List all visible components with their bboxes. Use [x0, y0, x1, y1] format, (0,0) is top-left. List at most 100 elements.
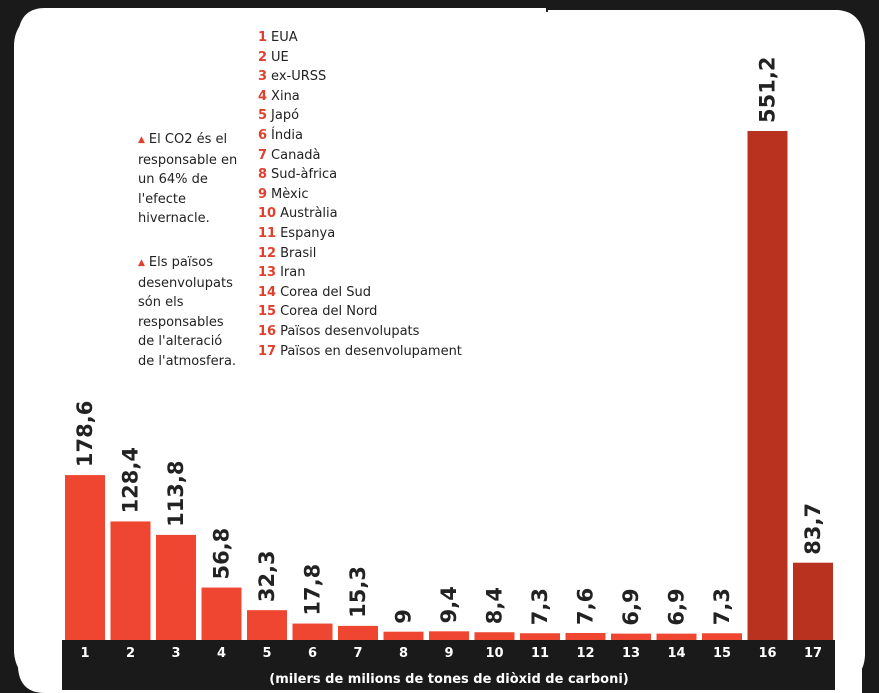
legend-label: Austràlia	[280, 206, 338, 222]
legend-number: 2	[258, 49, 268, 65]
legend-label: Països en desenvolupament	[280, 343, 462, 359]
bar-1	[65, 475, 105, 640]
x-tick-label-8: 8	[399, 646, 408, 661]
x-tick-label-14: 14	[667, 646, 685, 661]
bar-11	[520, 633, 560, 640]
legend-item: 9 Mèxic	[258, 185, 462, 205]
legend-item: 11 Espanya	[258, 224, 462, 244]
bar-8	[383, 631, 424, 640]
x-tick-label-10: 10	[485, 646, 503, 661]
legend-item: 1 EUA	[258, 28, 462, 48]
bar-2	[110, 521, 151, 640]
legend-label: Xina	[271, 88, 300, 104]
legend-number: 11	[258, 225, 277, 241]
legend-number: 10	[258, 206, 277, 222]
legend-label: Canadà	[271, 147, 321, 163]
legend-number: 13	[258, 265, 277, 281]
x-tick-label-4: 4	[217, 646, 226, 661]
legend-item: 10 Austràlia	[258, 204, 462, 224]
x-tick-label-9: 9	[444, 646, 453, 661]
value-label-16: 551,2	[756, 57, 780, 123]
legend-label: Sud-àfrica	[271, 167, 338, 183]
bar-14	[656, 633, 697, 640]
legend-label: Iran	[280, 265, 306, 281]
legend-label: EUA	[271, 30, 298, 45]
value-label-3: 113,8	[164, 460, 188, 526]
legend-label: Brasil	[280, 245, 317, 261]
value-label-5: 32,3	[255, 550, 279, 602]
x-tick-labels-group: 1 2 3 4 5 6 7 8 9 10 11 12 13 14 15 16 17	[80, 646, 822, 661]
legend-item: 13 Iran	[258, 263, 462, 283]
value-label-10: 8,4	[483, 587, 507, 624]
value-label-12: 7,6	[574, 588, 598, 625]
legend-number: 9	[258, 186, 268, 202]
legend-number: 3	[258, 69, 268, 85]
legend-item: 7 Canadà	[258, 146, 462, 166]
legend-item: 17 Països en desenvolupament	[258, 342, 462, 362]
legend-number: 4	[258, 88, 268, 104]
x-tick-label-3: 3	[171, 646, 180, 661]
bar-7	[338, 625, 378, 640]
x-tick-label-6: 6	[308, 646, 317, 661]
legend-label: Japó	[271, 108, 300, 124]
legend-number: 17	[258, 343, 277, 359]
legend-number: 8	[258, 167, 268, 183]
bar-15	[702, 633, 742, 640]
legend-item: 15 Corea del Nord	[258, 302, 462, 322]
legend-number: 12	[258, 245, 277, 261]
x-tick-label-1: 1	[80, 646, 89, 661]
bar-10	[474, 632, 515, 640]
legend-item: 2 UE	[258, 48, 462, 68]
legend-item: 14 Corea del Sud	[258, 283, 462, 303]
legend-number: 7	[258, 147, 268, 163]
legend-number: 16	[258, 323, 277, 339]
value-label-11: 7,3	[528, 588, 552, 625]
value-label-6: 17,8	[301, 564, 325, 616]
x-tick-label-17: 17	[804, 646, 822, 661]
legend-label: Països desenvolupats	[280, 323, 420, 339]
note-co2-text: El CO2 és el responsable en un 64% de l'…	[138, 132, 238, 227]
triangle-up-icon: ▲	[138, 135, 145, 145]
legend-label: ex-URSS	[271, 69, 327, 85]
x-tick-label-11: 11	[531, 646, 549, 661]
bar-17	[793, 562, 833, 640]
value-label-14: 6,9	[665, 588, 689, 625]
x-tick-label-7: 7	[353, 646, 362, 661]
x-axis-label: (milers de milions de tones de diòxid de…	[269, 672, 628, 687]
legend-number: 14	[258, 284, 277, 300]
x-tick-label-15: 15	[713, 646, 731, 661]
white-panel	[14, 10, 865, 682]
note-developed-countries: ▲ Els països desenvolupats són els respon…	[138, 253, 238, 372]
legend-item: 3 ex-URSS	[258, 67, 462, 87]
legend-item: 8 Sud-àfrica	[258, 165, 462, 185]
x-tick-label-13: 13	[622, 646, 640, 661]
note-developed-text: Els països desenvolupats són els respons…	[138, 255, 237, 369]
legend-label: Espanya	[280, 225, 336, 241]
value-labels-group: 178,6 128,4 113,8 56,8 32,3 17,8 15,3 9 9,4 8,4 7,…	[73, 57, 825, 626]
value-label-7: 15,3	[346, 566, 370, 618]
legend-item: 12 Brasil	[258, 244, 462, 264]
bar-6	[292, 623, 333, 640]
bar-13	[611, 633, 651, 640]
legend-label: Índia	[271, 127, 303, 143]
legend-item: 16 Països desenvolupats	[258, 322, 462, 342]
value-label-9: 9,4	[437, 586, 461, 623]
note-co2: ▲ El CO2 és el responsable en un 64% de l…	[138, 130, 238, 229]
legend-number: 1	[258, 30, 268, 45]
bar-4	[201, 587, 242, 640]
x-axis-band	[62, 640, 835, 664]
bar-5	[247, 610, 287, 640]
legend-label: UE	[271, 49, 289, 65]
value-label-17: 83,7	[801, 503, 825, 555]
legend-item: 5 Japó	[258, 106, 462, 126]
x-axis-caption-band	[62, 664, 835, 690]
legend-item: 6 Índia	[258, 126, 462, 146]
bars-group	[65, 131, 833, 640]
legend-label: Corea del Nord	[280, 304, 378, 320]
legend-number: 6	[258, 127, 268, 143]
bar-9	[429, 631, 469, 640]
value-label-2: 128,4	[119, 447, 143, 513]
bar-16	[747, 131, 788, 640]
triangle-up-icon: ▲	[138, 258, 145, 268]
